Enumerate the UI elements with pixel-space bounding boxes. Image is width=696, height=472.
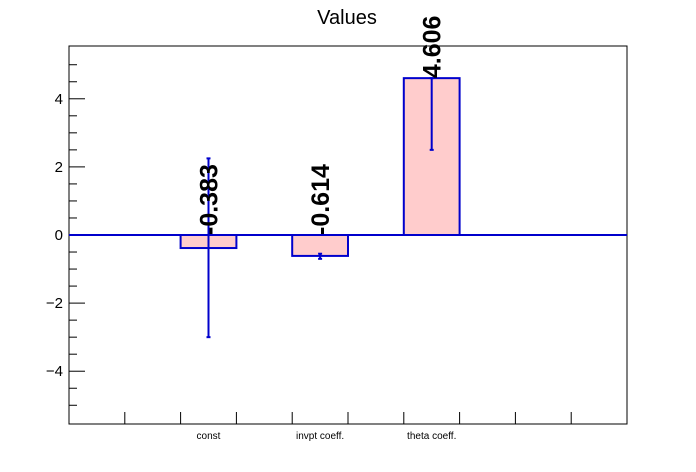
y-tick-label: 4 bbox=[55, 91, 63, 108]
y-tick-label: −2 bbox=[46, 295, 63, 312]
y-tick-label: 2 bbox=[55, 159, 63, 176]
bars bbox=[69, 77, 627, 257]
error-bars bbox=[206, 77, 434, 339]
data-labels: const invpt coeff. theta coeff. -0.383 -0.61… bbox=[196, 16, 457, 442]
category-label: invpt coeff. bbox=[296, 431, 344, 442]
y-tick-label: 0 bbox=[55, 227, 63, 244]
value-label: -0.383 bbox=[196, 164, 224, 235]
value-label: -0.614 bbox=[307, 164, 335, 235]
value-label: 4.606 bbox=[419, 16, 447, 79]
y-tick-label: −4 bbox=[46, 363, 63, 380]
chart-title: Values bbox=[317, 7, 377, 29]
category-label: theta coeff. bbox=[407, 431, 456, 442]
category-label: const bbox=[197, 431, 221, 442]
